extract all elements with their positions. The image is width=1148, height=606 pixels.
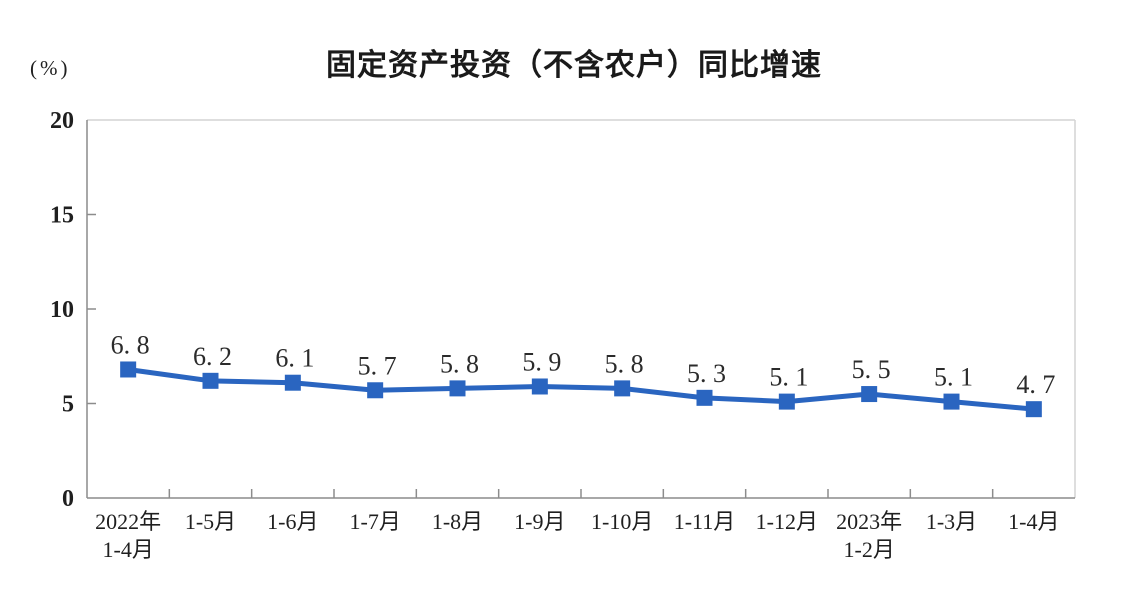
x-tick-label: 2023年 bbox=[836, 509, 902, 534]
data-point-label: 5. 9 bbox=[522, 347, 561, 376]
y-axis-unit-label: (%) bbox=[30, 56, 71, 80]
data-point-marker bbox=[614, 380, 631, 397]
x-tick-label: 1-11月 bbox=[674, 509, 736, 534]
data-point-label: 6. 2 bbox=[193, 342, 232, 371]
data-point-label: 5. 5 bbox=[852, 355, 891, 384]
data-point-marker bbox=[367, 382, 384, 399]
data-point-label: 5. 1 bbox=[769, 363, 808, 392]
data-point-marker bbox=[449, 380, 466, 397]
data-point-marker bbox=[120, 361, 137, 378]
y-tick-label: 20 bbox=[50, 108, 74, 134]
data-point-marker bbox=[778, 393, 795, 410]
x-tick-label: 1-4月 bbox=[103, 537, 154, 562]
data-point-marker bbox=[943, 393, 960, 410]
x-tick-label: 1-4月 bbox=[1008, 509, 1059, 534]
x-tick-label: 1-9月 bbox=[514, 509, 565, 534]
chart-title: 固定资产投资（不含农户）同比增速 bbox=[326, 49, 822, 82]
x-tick-label: 2022年 bbox=[95, 509, 161, 534]
data-point-marker bbox=[1025, 401, 1042, 418]
data-point-marker bbox=[284, 374, 301, 391]
y-tick-label: 5 bbox=[62, 392, 74, 418]
data-point-label: 5. 1 bbox=[934, 363, 973, 392]
data-point-label: 5. 8 bbox=[605, 349, 644, 378]
data-point-label: 6. 1 bbox=[275, 344, 314, 373]
x-tick-label: 1-8月 bbox=[432, 509, 483, 534]
series-line bbox=[125, 366, 1037, 412]
data-point-marker bbox=[531, 378, 548, 395]
y-tick-label: 10 bbox=[50, 297, 74, 323]
x-tick-label: 1-2月 bbox=[844, 537, 895, 562]
x-tick-label: 1-5月 bbox=[185, 509, 236, 534]
x-tick-label: 1-6月 bbox=[267, 509, 318, 534]
x-tick-label: 1-12月 bbox=[756, 509, 818, 534]
data-point-marker bbox=[861, 386, 878, 403]
data-point-label: 5. 7 bbox=[358, 351, 397, 380]
x-tick-label: 1-3月 bbox=[926, 509, 977, 534]
y-tick-label: 15 bbox=[50, 203, 74, 229]
x-tick-label: 1-10月 bbox=[591, 509, 653, 534]
data-point-label: 4. 7 bbox=[1016, 370, 1055, 399]
x-tick-label: 1-7月 bbox=[350, 509, 401, 534]
y-tick-label: 0 bbox=[62, 486, 74, 512]
data-point-marker bbox=[696, 389, 713, 406]
data-point-label: 6. 8 bbox=[111, 330, 150, 359]
data-point-marker bbox=[202, 372, 219, 389]
data-point-label: 5. 8 bbox=[440, 349, 479, 378]
data-point-label: 5. 3 bbox=[687, 359, 726, 388]
